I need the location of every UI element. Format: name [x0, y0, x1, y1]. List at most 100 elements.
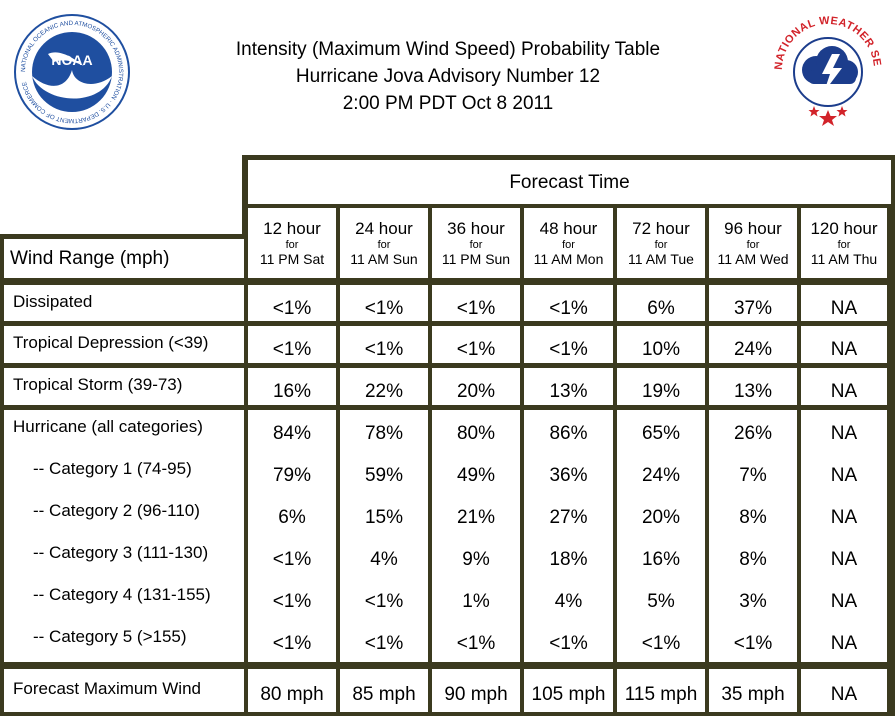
value-cell: [524, 410, 613, 662]
column-for: for: [837, 239, 851, 251]
probability-value: <1%: [456, 339, 496, 360]
row-label: -- Category 4 (131-155): [33, 585, 211, 604]
column-header-cell: [617, 208, 705, 278]
probability-value: <1%: [272, 298, 312, 319]
probability-value: 16%: [641, 549, 681, 570]
column-header: 24 hour for 11 AM Sun: [340, 219, 428, 268]
wind-range-label: Wind Range (mph): [10, 248, 170, 269]
value-cell: [432, 410, 520, 662]
column-for: for: [469, 239, 483, 251]
probability-value: 4%: [554, 591, 583, 612]
row-label: Hurricane (all categories): [13, 417, 203, 436]
value-cell: [617, 368, 705, 405]
probability-value: 6%: [647, 298, 675, 319]
value-cell: [340, 285, 428, 321]
row-label: Tropical Storm (39-73): [13, 375, 183, 394]
column-hours: 24 hour: [355, 219, 413, 238]
value-cell: [801, 285, 887, 321]
probability-value: 19%: [641, 381, 681, 402]
probability-value: 13%: [733, 381, 773, 402]
probability-value: 13%: [549, 381, 588, 402]
column-valid-time: 11 PM Sun: [441, 251, 511, 267]
column-header-cell: [709, 208, 797, 278]
probability-value: <1%: [549, 633, 588, 654]
probability-value: 65%: [641, 423, 681, 444]
probability-value: 24%: [733, 339, 773, 360]
probability-value: 24%: [641, 465, 681, 486]
value-cell: [248, 285, 336, 321]
column-header-cell: [340, 208, 428, 278]
row-label-cell: [4, 669, 244, 712]
probability-value: 5%: [647, 591, 675, 612]
row-label: Tropical Depression (<39): [13, 333, 209, 352]
probability-value: NA: [830, 549, 858, 570]
column-header-cell: [248, 208, 336, 278]
column-hours: 120 hour: [810, 219, 878, 238]
probability-value: 21%: [456, 507, 496, 528]
probability-value: 59%: [364, 465, 404, 486]
max-wind-value: 105 mph: [531, 684, 606, 705]
value-cell: [801, 368, 887, 405]
probability-value: <1%: [456, 298, 496, 319]
value-cell: [248, 326, 336, 363]
max-wind-value: 85 mph: [352, 684, 416, 705]
probability-value: <1%: [272, 339, 312, 360]
probability-value: <1%: [272, 591, 312, 612]
probability-value: <1%: [364, 633, 404, 654]
column-header: 12 hour for 11 PM Sat: [248, 219, 336, 268]
probability-value: 49%: [456, 465, 496, 486]
probability-value: <1%: [272, 633, 312, 654]
probability-value: <1%: [456, 633, 496, 654]
page-title: Intensity (Maximum Wind Speed) Probabili…: [150, 36, 746, 117]
probability-value: 86%: [549, 423, 588, 444]
row-label: -- Category 2 (96-110): [33, 501, 200, 520]
value-cell: [617, 669, 705, 712]
row-label-cell: [4, 326, 244, 363]
value-cell: [432, 285, 520, 321]
title-line-2: Hurricane Jova Advisory Number 12: [295, 66, 601, 87]
probability-value: 15%: [364, 507, 404, 528]
row-label-cell: [4, 285, 244, 321]
max-wind-value: 80 mph: [260, 684, 324, 705]
column-valid-time: 11 PM Sat: [259, 251, 325, 267]
column-for: for: [377, 239, 391, 251]
probability-value: 1%: [462, 591, 490, 612]
probability-value: <1%: [364, 591, 404, 612]
value-cell: [340, 669, 428, 712]
max-wind-value: 35 mph: [721, 684, 785, 705]
value-cell: [432, 368, 520, 405]
row-label-cell: [4, 410, 244, 662]
probability-value: 84%: [272, 423, 312, 444]
probability-value: 8%: [739, 507, 767, 528]
row-label: Dissipated: [13, 292, 93, 311]
column-valid-time: 11 AM Wed: [717, 251, 789, 267]
probability-value: 79%: [272, 465, 312, 486]
value-cell: [524, 669, 613, 712]
probability-value: <1%: [549, 339, 588, 360]
forecast-time-header: [248, 160, 891, 204]
value-cell: [524, 285, 613, 321]
nws-logo: NATIONAL WEATHER SERVICE: [772, 10, 882, 126]
probability-value: 22%: [364, 381, 404, 402]
probability-value: 3%: [739, 591, 767, 612]
column-hours: 72 hour: [632, 219, 690, 238]
probability-value: NA: [830, 298, 858, 319]
column-header: 72 hour for 11 AM Tue: [617, 219, 705, 268]
column-valid-time: 11 AM Mon: [533, 251, 604, 267]
value-cell: [617, 285, 705, 321]
value-cell: [524, 368, 613, 405]
column-valid-time: 11 AM Tue: [628, 251, 694, 267]
value-cell: [340, 410, 428, 662]
column-for: for: [654, 239, 668, 251]
probability-value: NA: [830, 507, 858, 528]
value-cell: [709, 669, 797, 712]
row-label: -- Category 1 (74-95): [33, 459, 192, 478]
value-cell: [801, 326, 887, 363]
column-header: 48 hour for 11 AM Mon: [524, 219, 613, 268]
probability-value: 27%: [549, 507, 588, 528]
max-wind-value: NA: [830, 684, 858, 705]
column-header-cell: [432, 208, 520, 278]
column-for: for: [562, 239, 575, 251]
row-label: -- Category 5 (>155): [33, 627, 187, 646]
column-header-cell: [524, 208, 613, 278]
